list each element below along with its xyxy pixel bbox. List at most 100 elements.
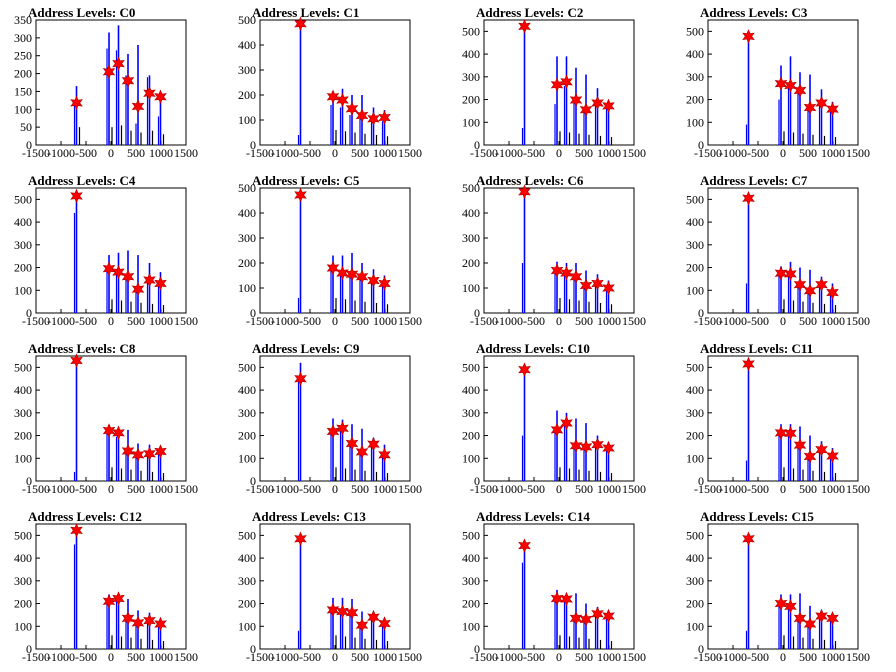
chart-panel: Address Levels: C50100200300400500-1500-… — [238, 173, 422, 328]
peak-marker — [121, 73, 135, 88]
chart-title: Address Levels: C0 — [28, 5, 135, 20]
y-tick-label: 200 — [686, 261, 704, 275]
y-tick-label: 0 — [474, 642, 480, 656]
x-tick-label: 500 — [351, 146, 369, 160]
peak-marker — [591, 95, 604, 111]
peak-marker — [326, 89, 340, 105]
x-tick-label: -1500 — [246, 482, 274, 496]
y-tick-label: 0 — [26, 306, 32, 320]
x-tick-label: -1500 — [694, 146, 722, 160]
x-tick-label: 1000 — [597, 650, 621, 664]
x-tick-label: 500 — [351, 482, 369, 496]
x-tick-label: -1500 — [22, 314, 50, 328]
x-tick-label: 1500 — [398, 650, 422, 664]
x-tick-label: 1000 — [597, 482, 621, 496]
y-tick-label: 350 — [14, 13, 32, 27]
y-tick-label: 100 — [686, 451, 704, 465]
y-tick-label: 400 — [686, 215, 704, 229]
peak-marker — [602, 280, 615, 296]
peak-marker — [367, 436, 380, 452]
peak-marker — [345, 101, 359, 117]
y-tick-label: 400 — [462, 47, 480, 61]
peak-marker — [367, 273, 380, 288]
peak-marker — [550, 263, 564, 278]
x-tick-label: 1500 — [846, 482, 870, 496]
peak-marker — [336, 421, 349, 436]
y-tick-label: 400 — [14, 215, 32, 229]
peak-marker — [102, 261, 116, 276]
x-tick-label: 1500 — [622, 314, 646, 328]
plot-frame — [483, 523, 635, 650]
y-tick-label: 500 — [686, 360, 704, 374]
x-tick-label: -1500 — [22, 146, 50, 160]
chart-panel: Address Levels: C12 0 100 200 300 400 500 -1500… — [14, 509, 198, 664]
x-tick-label: 0 — [780, 650, 786, 664]
peak-marker — [560, 265, 573, 281]
peak-marker — [70, 188, 83, 204]
x-tick-label: -1000 — [271, 650, 299, 664]
plot-frame — [259, 523, 411, 650]
chart-panel: Address Levels: C10 0 100 200 300 400 500 -1500… — [462, 341, 646, 496]
y-tick-label: 0 — [250, 474, 256, 488]
x-tick-label: 1500 — [398, 146, 422, 160]
peak-marker — [121, 443, 135, 459]
y-tick-label: 100 — [14, 451, 32, 465]
peak-marker — [143, 613, 156, 628]
x-tick-label: -1000 — [495, 314, 523, 328]
peak-marker — [579, 102, 593, 118]
plot-frame — [35, 523, 187, 650]
x-tick-label: 1500 — [398, 314, 422, 328]
peak-marker — [355, 108, 369, 123]
peak-marker — [815, 95, 828, 111]
peak-marker — [742, 190, 755, 206]
peak-marker — [803, 449, 817, 464]
chart-panel: Address Levels: C80100200300400500-1500-… — [14, 341, 198, 496]
peak-marker — [803, 100, 817, 115]
y-tick-label: 300 — [686, 406, 704, 420]
peak-marker — [569, 611, 583, 626]
peak-marker — [591, 276, 604, 291]
y-tick-label: 0 — [26, 138, 32, 152]
chart-panel: Address Levels: C14 0 100 200 300 400 500 -1500… — [462, 509, 646, 664]
peak-marker — [826, 285, 839, 300]
y-tick-label: 400 — [14, 383, 32, 397]
peak-marker — [143, 85, 156, 101]
x-tick-label: 1000 — [821, 482, 845, 496]
chart-panel: Address Levels: C60100200300400500-1500-… — [462, 173, 646, 328]
x-tick-label: 500 — [799, 314, 817, 328]
y-tick-label: 100 — [462, 281, 480, 295]
x-tick-label: -500 — [747, 146, 769, 160]
y-tick-label: 150 — [14, 84, 32, 98]
chart-title: Address Levels: C9 — [252, 341, 360, 356]
x-tick-label: -1500 — [246, 146, 274, 160]
peak-marker — [569, 92, 583, 108]
y-tick-label: 300 — [238, 406, 256, 420]
peak-marker — [518, 538, 531, 553]
peak-marker — [815, 442, 828, 457]
y-tick-label: 100 — [14, 619, 32, 633]
chart-title: Address Levels: C10 — [476, 341, 590, 356]
plot-frame — [259, 19, 411, 146]
y-tick-label: 400 — [462, 551, 480, 565]
x-tick-label: -1000 — [495, 146, 523, 160]
y-tick-label: 300 — [238, 231, 256, 245]
y-tick-label: 50 — [20, 120, 32, 134]
x-tick-label: 500 — [351, 314, 369, 328]
peak-marker — [518, 184, 531, 200]
y-tick-label: 300 — [14, 31, 32, 45]
chart-title: Address Levels: C14 — [476, 509, 590, 524]
x-tick-label: 0 — [108, 650, 114, 664]
peak-marker — [154, 616, 167, 632]
x-tick-label: -1000 — [719, 314, 747, 328]
y-tick-label: 200 — [462, 597, 480, 611]
peak-marker — [774, 596, 788, 611]
x-tick-label: 1000 — [149, 650, 173, 664]
peak-marker — [518, 362, 531, 377]
plot-frame — [35, 187, 187, 314]
x-tick-label: -1000 — [719, 482, 747, 496]
x-tick-label: 0 — [556, 146, 562, 160]
x-tick-label: 500 — [799, 650, 817, 664]
peak-marker — [550, 422, 564, 438]
peak-marker — [336, 604, 349, 619]
x-tick-label: -1000 — [719, 650, 747, 664]
